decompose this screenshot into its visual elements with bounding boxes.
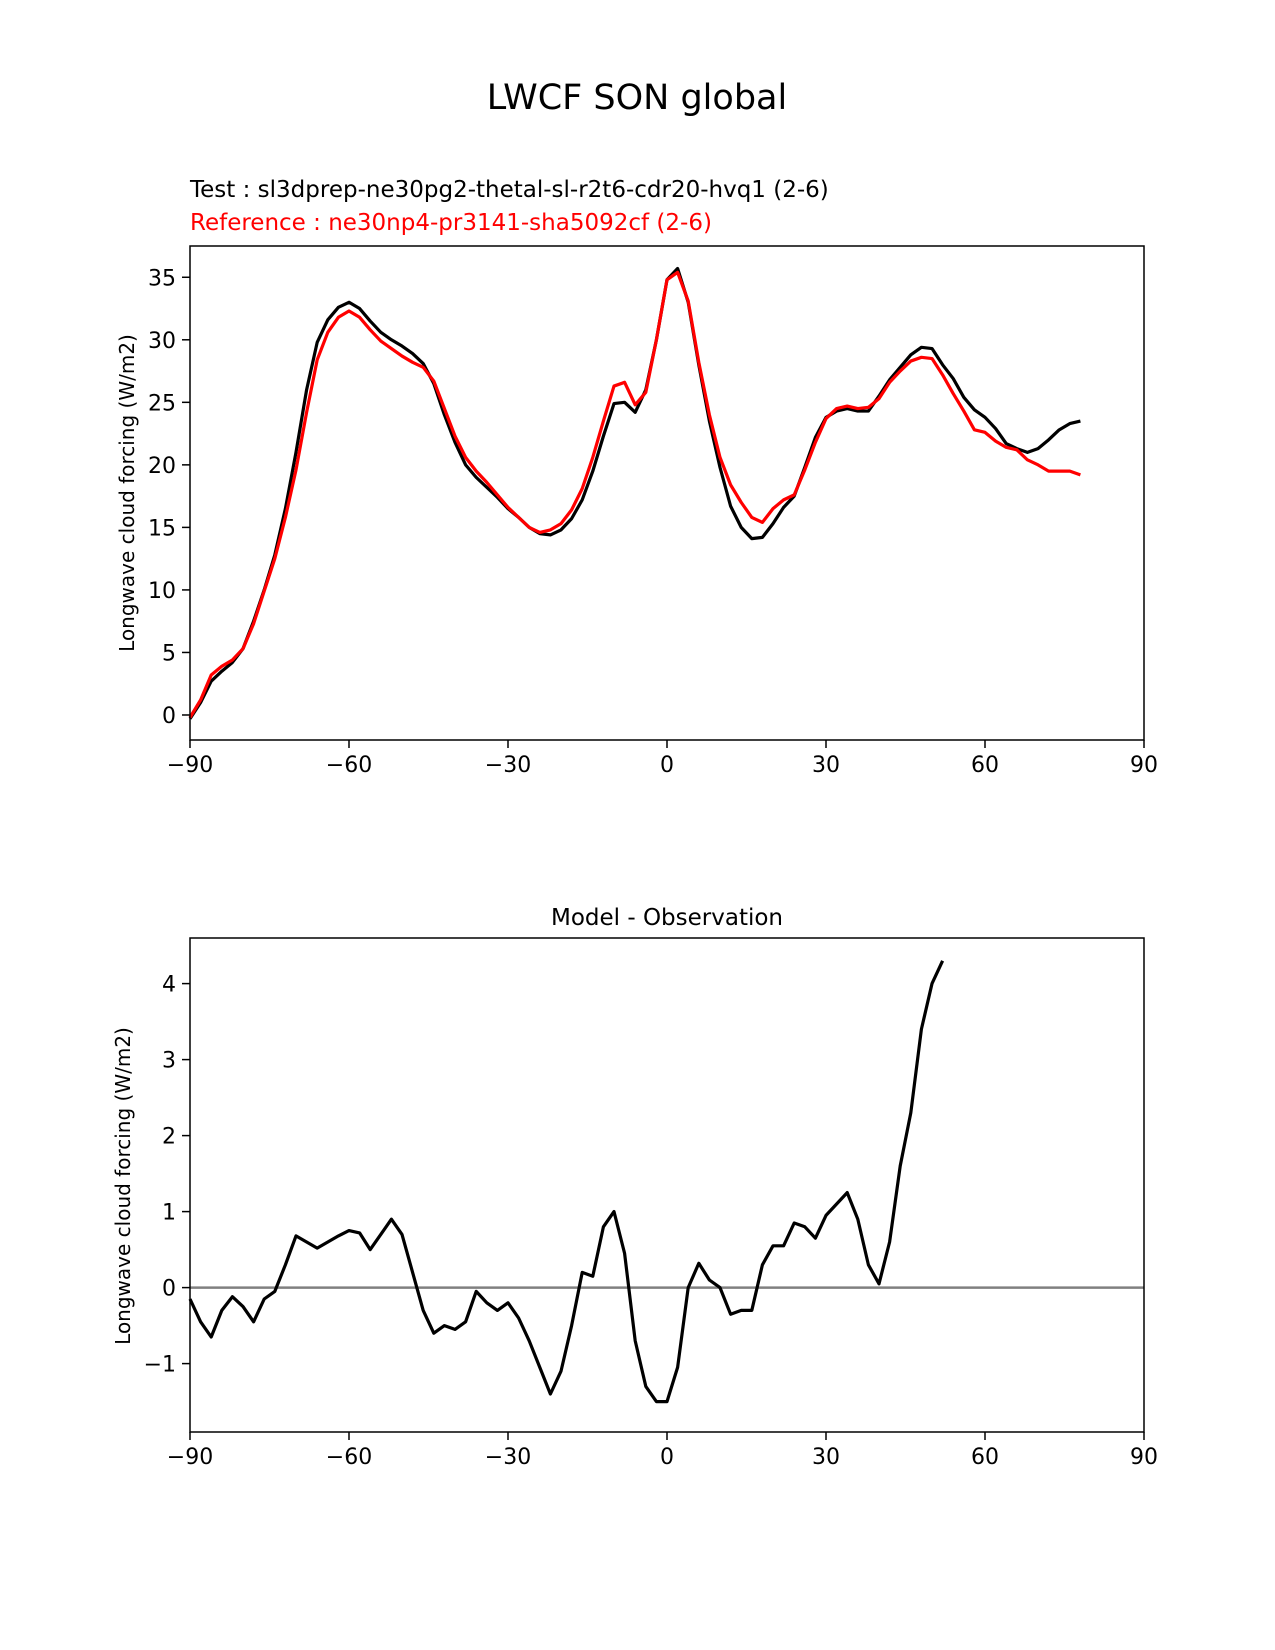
- top-plot: Test : sl3dprep-ne30pg2-thetal-sl-r2t6-c…: [115, 177, 1158, 778]
- test-series-line: [188, 266, 1081, 720]
- x-tick-label: −30: [485, 1445, 531, 1470]
- top-lines: [188, 266, 1081, 720]
- x-tick-label: 30: [812, 753, 840, 778]
- x-tick-label: −30: [485, 753, 531, 778]
- x-tick-label: 90: [1130, 753, 1158, 778]
- x-tick-label: 0: [660, 753, 674, 778]
- reference-subtitle: Reference : ne30np4-pr3141-sha5092cf (2-…: [190, 210, 712, 236]
- bottom-ylabel: Longwave cloud forcing (W/m2): [111, 1027, 135, 1345]
- y-tick-label: 5: [162, 641, 176, 666]
- y-tick-label: 35: [148, 266, 176, 291]
- test-subtitle: Test : sl3dprep-ne30pg2-thetal-sl-r2t6-c…: [189, 177, 829, 203]
- y-tick-label: 15: [148, 516, 176, 541]
- x-tick-label: 30: [812, 1445, 840, 1470]
- x-tick-label: 0: [660, 1445, 674, 1470]
- y-tick-label: 30: [148, 329, 176, 354]
- top-ylabel: Longwave cloud forcing (W/m2): [115, 334, 139, 652]
- y-tick-label: 0: [162, 704, 176, 729]
- top-plot-frame: [189, 245, 1145, 741]
- top-ticks: −90 −60 −30 0 30 60 90 0 5 10 15 20 25 30 35: [148, 266, 1158, 778]
- bottom-plot-frame: [189, 937, 1145, 1433]
- y-tick-label: 10: [148, 579, 176, 604]
- difference-series-line: [188, 960, 945, 1404]
- y-tick-label: 25: [148, 391, 176, 416]
- y-tick-label: 1: [162, 1201, 176, 1226]
- y-tick-label: 3: [162, 1049, 176, 1074]
- reference-series-line: [188, 270, 1081, 719]
- bottom-plot: Model - Observation Longwave cloud forci…: [111, 905, 1158, 1470]
- figure-title: LWCF SON global: [487, 78, 787, 118]
- x-tick-label: −90: [167, 753, 213, 778]
- x-tick-label: −60: [326, 753, 372, 778]
- y-tick-label: 20: [148, 454, 176, 479]
- x-tick-label: −90: [167, 1445, 213, 1470]
- bottom-ticks: −90 −60 −30 0 30 60 90 −1 0 1 2 3 4: [144, 973, 1158, 1470]
- x-tick-label: −60: [326, 1445, 372, 1470]
- y-tick-label: −1: [144, 1353, 176, 1378]
- x-tick-label: 90: [1130, 1445, 1158, 1470]
- y-tick-label: 2: [162, 1125, 176, 1150]
- bottom-title: Model - Observation: [551, 905, 783, 931]
- bottom-lines: [188, 960, 945, 1404]
- x-tick-label: 60: [971, 753, 999, 778]
- y-tick-label: 4: [162, 973, 176, 998]
- x-tick-label: 60: [971, 1445, 999, 1470]
- y-tick-label: 0: [162, 1277, 176, 1302]
